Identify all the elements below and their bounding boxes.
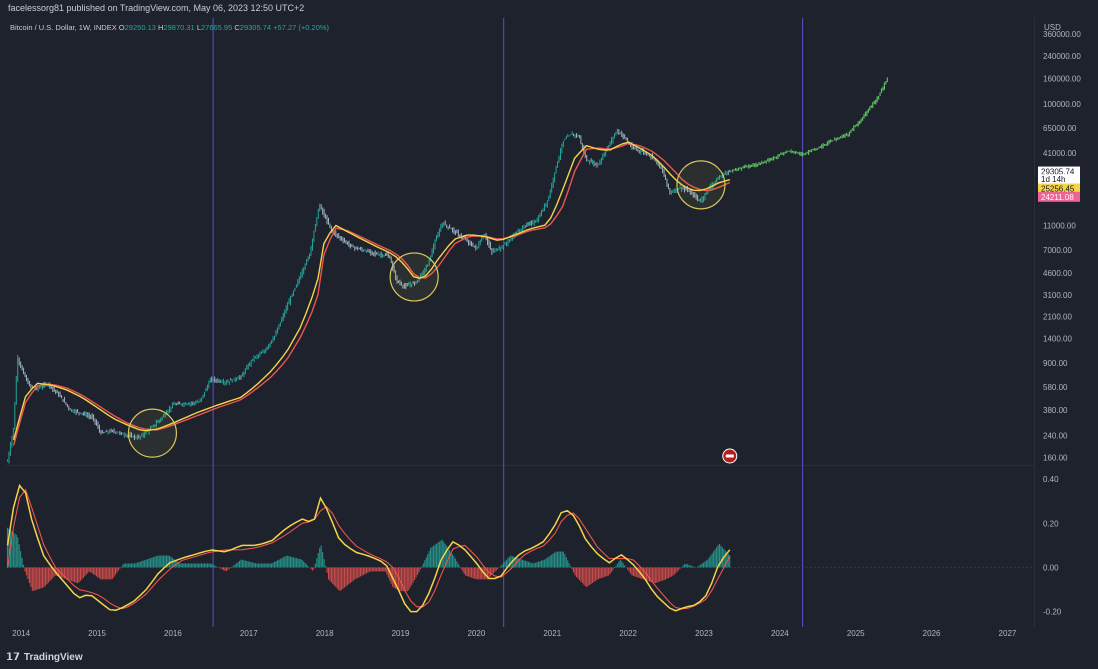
price-axis-tick-label: 380.00 xyxy=(1043,406,1068,415)
price-axis-tick-label: 160000.00 xyxy=(1043,74,1081,83)
ohlc-legend: Bitcoin / U.S. Dollar, 1W, INDEX O29250.… xyxy=(10,23,330,32)
price-tag-label-3: 25256.45 xyxy=(1041,185,1075,194)
tradingview-logo: 𝟭𝟳 TradingView xyxy=(6,652,83,663)
price-tag-label-4: 24211.08 xyxy=(1041,193,1074,202)
price-axis-tick-label: 100000.00 xyxy=(1043,100,1081,109)
price-axis-tick-label: 65000.00 xyxy=(1043,124,1077,133)
time-axis-tick-label: 2023 xyxy=(695,629,713,638)
price-axis-tick-label: 360000.00 xyxy=(1043,30,1081,39)
oscillator-fast-line xyxy=(6,483,731,613)
time-axis-tick-label: 2015 xyxy=(88,629,106,638)
time-axis-tick-label: 2017 xyxy=(240,629,258,638)
time-axis-tick-label: 2016 xyxy=(164,629,182,638)
price-axis-tick-label: 900.00 xyxy=(1043,359,1068,368)
price-tag-3 xyxy=(1038,183,1080,194)
price-axis-tick-label: 2100.00 xyxy=(1043,312,1072,321)
oscillator-slow-line xyxy=(6,488,731,610)
time-axis-tick-label: 2019 xyxy=(392,629,410,638)
highlight-circle-2[interactable] xyxy=(389,252,439,302)
flag-marker-bar-icon xyxy=(725,454,734,458)
oscillator-axis-tick-label: 0.40 xyxy=(1043,475,1059,484)
time-axis-tick-label: 2026 xyxy=(923,629,941,638)
moving-average-fast-line xyxy=(12,141,730,441)
price-axis-tick-label: 11000.00 xyxy=(1043,221,1076,230)
price-axis-tick-label: 7000.00 xyxy=(1043,246,1072,255)
time-axis-tick-label: 2024 xyxy=(771,629,789,638)
highlight-circle-1[interactable] xyxy=(127,408,178,458)
time-axis-tick-label: 2020 xyxy=(467,629,485,638)
price-tag-4 xyxy=(1038,191,1080,202)
publisher-line: facelessorg81 published on TradingView.c… xyxy=(8,3,305,13)
time-axis-tick-label: 2014 xyxy=(12,629,30,638)
price-axis-tick-label: 4600.00 xyxy=(1043,269,1072,278)
oscillator-axis-tick-label: -0.20 xyxy=(1043,608,1062,617)
time-axis-tick-label: 2025 xyxy=(847,629,865,638)
price-axis-tick-label: 3100.00 xyxy=(1043,291,1072,300)
price-tag-2 xyxy=(1038,174,1080,185)
price-axis-tick-label: 160.00 xyxy=(1043,454,1068,463)
price-tag-1 xyxy=(1038,166,1080,177)
oscillator-axis-tick-label: 0.00 xyxy=(1043,563,1059,572)
price-axis-tick-label: 580.00 xyxy=(1043,383,1068,392)
time-axis-tick-label: 2022 xyxy=(619,629,637,638)
price-tag-label-1: 29305.74 xyxy=(1041,168,1075,177)
tradingview-mark-icon: 𝟭𝟳 xyxy=(6,652,20,663)
price-axis-unit: USD xyxy=(1044,23,1061,32)
time-axis-tick-label: 2021 xyxy=(543,629,561,638)
oscillator-axis-tick-label: 0.20 xyxy=(1043,519,1059,528)
tradingview-brand: TradingView xyxy=(23,652,83,663)
price-axis-tick-label: 1400.00 xyxy=(1043,335,1072,344)
time-axis-tick-label: 2018 xyxy=(316,629,334,638)
price-axis-tick-label: 240.00 xyxy=(1043,431,1068,440)
price-axis-tick-label: 240000.00 xyxy=(1043,52,1081,61)
price-tag-label-2: 1d 14h xyxy=(1041,175,1065,184)
time-axis-tick-label: 2027 xyxy=(999,629,1017,638)
price-axis-tick-label: 41000.00 xyxy=(1043,149,1077,158)
highlight-circle-3[interactable] xyxy=(676,160,726,210)
moving-average-slow-line xyxy=(12,142,731,446)
